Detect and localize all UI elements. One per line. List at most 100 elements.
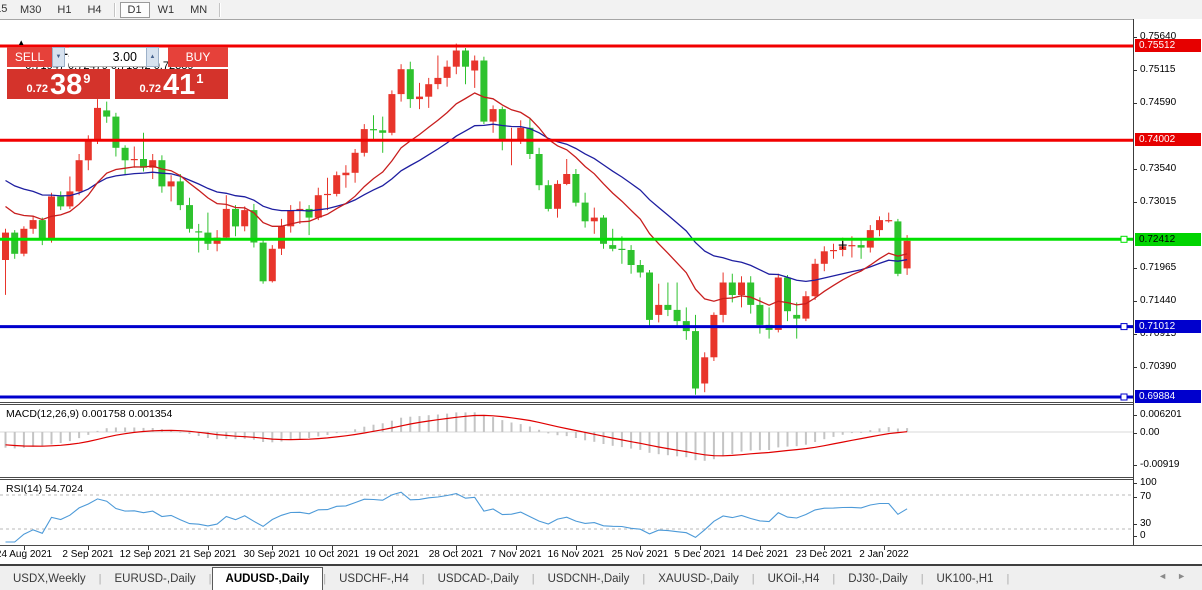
tab-dj30-daily[interactable]: DJ30-,Daily [848,573,908,585]
axis-tick-mark [1134,103,1137,104]
tab-separator: | [642,573,646,585]
date-tick-mark [640,546,641,550]
toolbar-divider [113,2,116,17]
price-level-badge: 0.74002 [1135,133,1201,146]
axis-tick-mark [1134,37,1137,38]
sell-button[interactable]: SELL [7,47,52,67]
date-axis-label: 24 Aug 2021 [0,549,53,560]
axis-tick-mark [1134,334,1137,335]
line-handle [1120,323,1128,331]
date-axis-label: 19 Oct 2021 [364,549,420,560]
date-axis-label: 30 Sep 2021 [243,549,301,560]
one-click-trading-panel: SELL ▼ 3.00 ▲ BUY 0.72 38 9 0.72 41 1 [7,47,228,101]
tab-scroll-right-icon[interactable]: ► [1177,571,1196,581]
price-axis-label: 0.71965 [1140,262,1177,273]
axis-tick-mark [1134,268,1137,269]
volume-decrease-button[interactable]: ▼ [52,47,65,67]
date-tick-mark [760,546,761,550]
chart-bottom-border [0,545,1202,546]
price-axis-label: 100 [1140,477,1157,488]
timeframe-button-M30[interactable]: M30 [20,3,42,16]
tab-usdx-weekly[interactable]: USDX,Weekly [13,573,86,585]
line-handle [1120,235,1128,243]
line-handle [1120,393,1128,401]
date-axis-label: 14 Dec 2021 [731,549,789,560]
tab-xauusd-daily[interactable]: XAUUSD-,Daily [658,573,739,585]
toolbar-divider [219,2,222,17]
sell-price-display[interactable]: 0.72 38 9 [7,69,110,101]
price-axis-label: 0 [1140,530,1146,541]
tab-eurusd-daily[interactable]: EURUSD-,Daily [114,573,196,585]
date-tick-mark [332,546,333,550]
date-axis-label: 2 Jan 2022 [859,549,909,560]
collapse-indicator-icon[interactable]: ▲ [17,38,26,47]
ma-slow-line [5,123,908,283]
date-axis-label: 25 Nov 2021 [611,549,669,560]
tab-separator: | [751,573,755,585]
axis-tick-mark [1134,70,1137,71]
rsi-line [5,491,908,543]
timeframe-button-clipped[interactable]: M15 [0,3,8,15]
buy-price-display[interactable]: 0.72 41 1 [115,69,228,101]
price-axis-label: 0.75640 [1140,31,1177,42]
date-axis-label: 28 Oct 2021 [428,549,484,560]
volume-increase-button[interactable]: ▲ [146,47,159,67]
macd-indicator-panel[interactable] [0,406,1133,477]
date-tick-mark [824,546,825,550]
tab-separator: | [531,573,535,585]
price-axis-label: 70 [1140,491,1152,502]
tab-separator: | [421,573,425,585]
tab-usdchf-h4[interactable]: USDCHF-,H4 [339,573,409,585]
date-tick-mark [88,546,89,550]
date-tick-mark [884,546,885,550]
date-axis-label: 16 Nov 2021 [547,549,605,560]
price-axis-label: 30 [1140,518,1152,529]
axis-tick-mark [1134,465,1137,466]
tab-audusd-daily[interactable]: AUDUSD-,Daily [211,567,324,590]
sell-price-main: 38 [49,69,83,101]
axis-tick-mark [1134,536,1137,537]
tab-uk100-h1[interactable]: UK100-,H1 [936,573,994,585]
chart-tab-bar: USDX,Weekly | EURUSD-,Daily | AUDUSD-,Daily |… [0,564,1202,590]
rsi-indicator-panel[interactable] [0,481,1133,545]
tab-usdcnh-daily[interactable]: USDCNH-,Daily [547,573,630,585]
tab-scroll-left-icon[interactable]: ◄ [1158,571,1178,581]
axis-tick-mark [1134,202,1137,203]
timeframe-button-W1[interactable]: W1 [157,3,175,16]
panel-separator[interactable] [0,402,1202,405]
date-axis-label: 2 Sep 2021 [62,549,114,560]
timeframe-button-H4[interactable]: H4 [87,3,102,16]
price-axis[interactable]: 0.75640 0.75115 0.74590 0.73540 0.73015 0.719… [1133,19,1202,545]
axis-tick-mark [1134,301,1137,302]
timeframe-button-MN[interactable]: MN [190,3,208,16]
axis-tick-mark [1134,497,1137,498]
rsi-label: RSI(14) 54.7024 [6,483,84,495]
timeframe-button-H1[interactable]: H1 [57,3,72,16]
buy-price-prefix: 0.72 [139,83,161,95]
price-axis-label: 0.00 [1140,427,1160,438]
date-tick-mark [576,546,577,550]
tab-separator: | [1006,573,1010,585]
time-axis[interactable]: 24 Aug 2021 2 Sep 2021 12 Sep 2021 21 Sep 2… [0,546,1202,563]
date-tick-mark [24,546,25,550]
buy-button[interactable]: BUY [168,47,228,67]
tab-usdcad-daily[interactable]: USDCAD-,Daily [437,573,519,585]
price-level-badge: 0.69884 [1135,390,1201,403]
date-axis-label: 12 Sep 2021 [119,549,177,560]
price-axis-label: 0.71440 [1140,295,1177,306]
tab-scroll-controls: ◄► [1158,571,1196,581]
sell-price-prefix: 0.72 [26,83,48,95]
timeframe-toolbar: M15 M30 H1 H4 D1 W1 MN [0,0,1202,20]
tab-separator: | [323,573,327,585]
tab-ukoil-h4[interactable]: UKOil-,H4 [767,573,820,585]
price-level-badge: 0.71012 [1135,320,1201,333]
axis-tick-mark [1134,433,1137,434]
volume-input[interactable]: 3.00 [69,47,146,67]
buy-price-main: 41 [162,69,196,101]
price-axis-label: 0.73015 [1140,196,1177,207]
main-price-chart[interactable] [0,19,1133,404]
panel-separator[interactable] [0,477,1202,480]
date-tick-mark [456,546,457,550]
timeframe-button-D1[interactable]: D1 [119,1,150,18]
